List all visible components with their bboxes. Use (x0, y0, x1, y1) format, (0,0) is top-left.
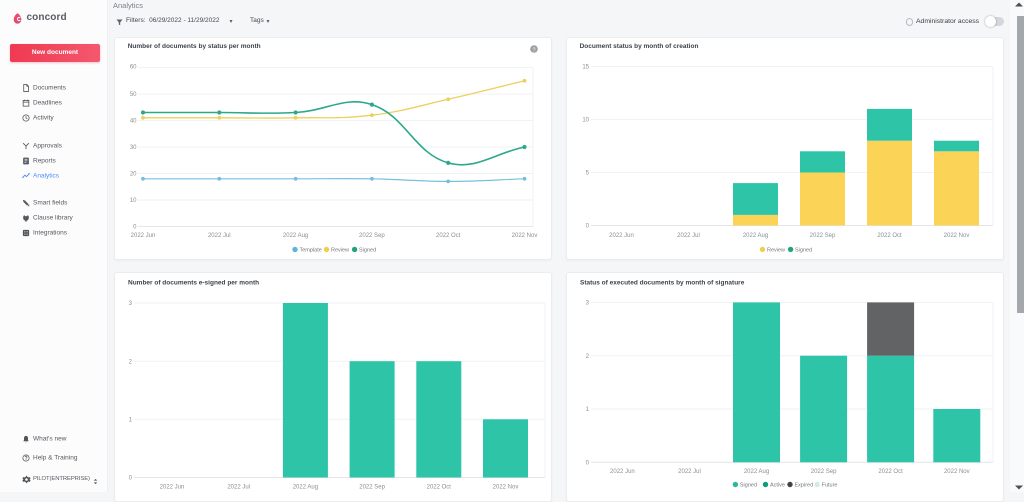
svg-text:2022 Nov: 2022 Nov (944, 469, 970, 475)
svg-text:Signed: Signed (795, 247, 812, 253)
svg-text:2: 2 (129, 359, 133, 365)
svg-text:2022 Aug: 2022 Aug (283, 233, 308, 239)
svg-text:40: 40 (130, 119, 137, 125)
svg-text:Review: Review (767, 247, 785, 253)
svg-text:2022 Sep: 2022 Sep (359, 233, 385, 239)
svg-text:2022 Sep: 2022 Sep (810, 233, 836, 239)
svg-text:2022 Nov: 2022 Nov (512, 233, 538, 239)
svg-text:0: 0 (133, 225, 137, 231)
svg-text:10: 10 (130, 198, 137, 204)
svg-text:2022 Sep: 2022 Sep (811, 469, 837, 475)
svg-text:?: ? (532, 47, 535, 53)
svg-text:3: 3 (586, 301, 590, 307)
svg-text:Signed: Signed (359, 248, 376, 254)
svg-text:2022 Nov: 2022 Nov (493, 485, 519, 491)
svg-text:5: 5 (586, 171, 590, 177)
svg-text:2022 Oct: 2022 Oct (877, 233, 902, 239)
svg-text:2022 Jun: 2022 Jun (160, 485, 185, 491)
svg-text:2022 Sep: 2022 Sep (359, 485, 385, 491)
svg-text:60: 60 (130, 65, 137, 71)
svg-text:2022 Jul: 2022 Jul (208, 233, 231, 239)
svg-text:10: 10 (582, 118, 589, 124)
svg-text:2022 Aug: 2022 Aug (743, 233, 768, 239)
svg-text:2022 Jul: 2022 Jul (678, 469, 701, 475)
svg-text:Template: Template (300, 248, 322, 254)
svg-text:2022 Aug: 2022 Aug (293, 485, 318, 491)
svg-text:Review: Review (331, 248, 349, 254)
svg-text:0: 0 (586, 461, 590, 467)
svg-text:Active: Active (770, 483, 785, 489)
svg-text:2022 Jun: 2022 Jun (131, 233, 156, 239)
svg-text:1: 1 (586, 407, 590, 413)
svg-text:2022 Jul: 2022 Jul (227, 485, 250, 491)
svg-text:0: 0 (586, 224, 590, 230)
svg-text:30: 30 (130, 145, 137, 151)
svg-text:1: 1 (129, 418, 133, 424)
svg-text:0: 0 (129, 476, 133, 482)
svg-text:2022 Jun: 2022 Jun (610, 469, 635, 475)
svg-text:Number of documents e-signed p: Number of documents e-signed per month (128, 279, 259, 286)
svg-text:Document status by month of cr: Document status by month of creation (580, 43, 699, 50)
svg-text:2022 Jul: 2022 Jul (677, 233, 700, 239)
svg-text:Number of documents by status: Number of documents by status per month (128, 43, 261, 50)
svg-text:2022 Oct: 2022 Oct (436, 233, 461, 239)
svg-text:2022 Aug: 2022 Aug (744, 469, 769, 475)
svg-text:2022 Oct: 2022 Oct (878, 469, 903, 475)
svg-text:2: 2 (586, 354, 590, 360)
svg-text:Future: Future (822, 483, 838, 489)
svg-text:2022 Oct: 2022 Oct (427, 485, 452, 491)
svg-text:20: 20 (130, 172, 137, 178)
svg-text:50: 50 (130, 92, 137, 98)
svg-text:15: 15 (582, 65, 589, 71)
svg-text:Expired: Expired (795, 483, 814, 489)
svg-text:2022 Nov: 2022 Nov (944, 233, 970, 239)
svg-text:3: 3 (129, 301, 133, 307)
svg-text:2022 Jun: 2022 Jun (609, 233, 634, 239)
svg-text:Status of executed documents b: Status of executed documents by month of… (580, 279, 745, 286)
svg-text:Signed: Signed (740, 483, 757, 489)
